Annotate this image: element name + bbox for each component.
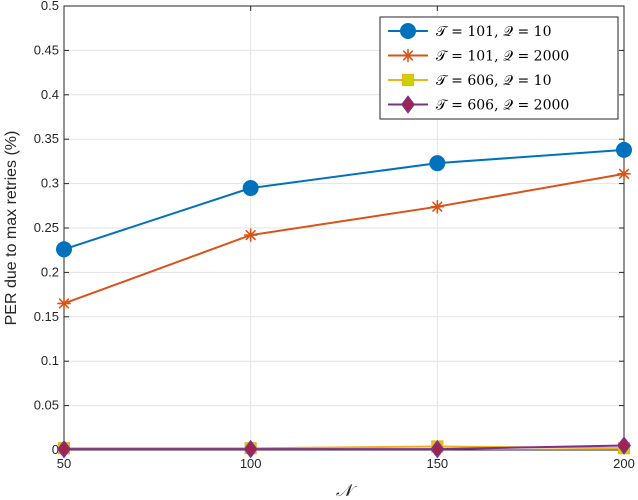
legend-item: 𝒯 = 606, 𝒬 = 10 [388,73,551,89]
series-layer [56,141,632,459]
y-tick-label: 0.15 [34,309,59,324]
data-point [616,141,632,158]
legend-marker [401,73,415,87]
legend-marker [401,95,415,114]
data-point [430,199,445,214]
legend-item: 𝒯 = 101, 𝒬 = 10 [388,23,551,40]
data-point [243,439,258,459]
data-point [243,228,258,242]
legend-label: 𝒯 = 101, 𝒬 = 10 [436,24,551,40]
data-point [57,296,71,311]
x-axis-label: 𝒩 [336,481,358,500]
y-tick-label: 0.4 [41,87,59,102]
x-tick-label: 50 [57,456,71,471]
data-point [617,167,631,181]
series-4 [57,436,631,459]
data-point [57,439,71,459]
series-1 [56,141,632,258]
series-line [63,172,625,305]
y-tick-label: 0.25 [34,220,59,235]
y-tick-label: 0.5 [41,0,59,13]
y-tick-label: 0.2 [41,264,59,279]
data-point [429,155,446,172]
y-tick-label: 0.1 [41,353,59,368]
data-point [242,180,259,197]
legend-box [379,16,619,120]
legend-marker [400,23,416,39]
x-tick-label: 100 [240,456,262,471]
y-tick-label: 0.3 [41,176,59,191]
x-tick-label: 200 [613,456,635,471]
legend-marker [401,48,415,63]
x-tick-label: 150 [426,456,448,471]
y-tick-label: 0.45 [34,42,59,57]
legend-label: 𝒯 = 606, 𝒬 = 2000 [436,98,569,114]
legend-item: 𝒯 = 606, 𝒬 = 2000 [388,95,569,114]
y-tick-label: 0.05 [34,398,59,413]
legend-item: 𝒯 = 101, 𝒬 = 2000 [388,49,569,65]
axis-ticks: 0 0.05 0.1 0.15 0.2 0.25 0.3 0.35 0.4 0.45 0.5 50 10… [34,0,635,471]
legend-label: 𝒯 = 101, 𝒬 = 2000 [436,49,569,65]
series-2 [57,167,631,311]
data-point [430,439,445,459]
series-line [64,444,625,451]
data-point [617,436,631,455]
series-line [63,148,625,251]
y-tick-label: 0.35 [34,131,59,146]
legend: 𝒯 = 101, 𝒬 = 10 𝒯 = 101, 𝒬 = 2000 𝒯 = 606,… [379,16,619,120]
legend-label: 𝒯 = 606, 𝒬 = 10 [436,73,551,89]
y-tick-label: 0 [52,442,59,457]
y-axis-label: PER due to max retries (%) [3,131,20,326]
data-point [56,241,72,258]
